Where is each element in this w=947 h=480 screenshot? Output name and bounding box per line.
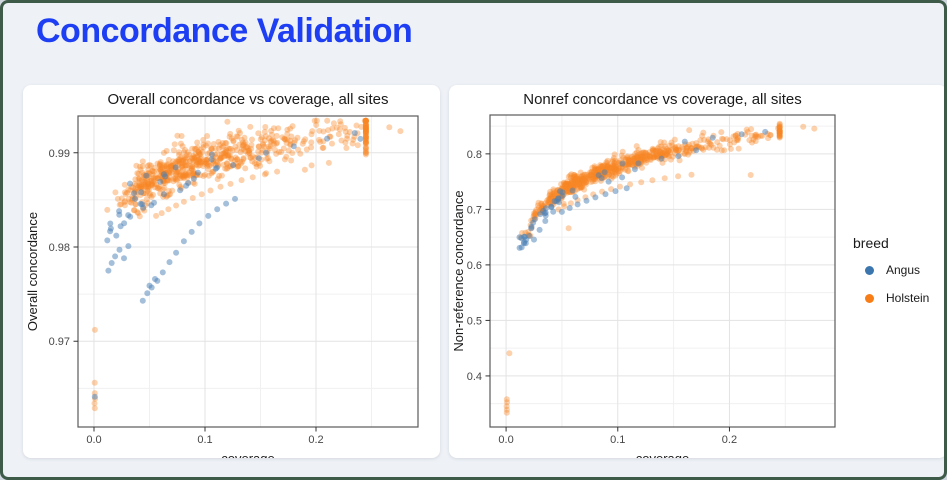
y-axis-label: Overall concordance	[25, 212, 40, 331]
minor-gridlines	[490, 115, 835, 427]
x-tick-label: 0.0	[86, 434, 101, 446]
y-tick-label: 0.97	[49, 336, 70, 348]
holstein-dot-icon	[865, 293, 874, 303]
nonref-concordance-chart: 0.0 0.1 0.2 0.4 0.5 0.6 0.7 0.8 Nonref concordan…	[449, 85, 944, 458]
x-tick-label: 0.0	[498, 434, 513, 446]
legend-item-holstein: Holstein	[851, 289, 943, 307]
y-tick-label: 0.98	[49, 242, 70, 254]
chart-svg: 0.0 0.1 0.2 0.97 0.98 0.99 Overall concordance…	[25, 91, 419, 458]
legend-item-label: Holstein	[886, 291, 930, 305]
y-tick-label: 0.8	[467, 149, 482, 161]
x-axis-label: coverage	[221, 451, 274, 458]
angus-dot-icon	[865, 265, 874, 275]
major-gridlines	[78, 116, 418, 427]
y-tick-label: 0.5	[467, 315, 482, 327]
page-title: Concordance Validation	[36, 12, 413, 50]
y-tick-label: 0.7	[467, 204, 482, 216]
chart-svg: 0.0 0.1 0.2 0.4 0.5 0.6 0.7 0.8 Nonref concordan…	[451, 91, 836, 458]
x-tick-label: 0.1	[610, 434, 625, 446]
legend-item-angus: Angus	[851, 261, 943, 279]
x-tick-label: 0.1	[197, 434, 212, 446]
legend-item-label: Angus	[886, 263, 921, 277]
angus-points-group	[91, 130, 364, 400]
holstein-points-group	[91, 117, 404, 412]
chart-title: Overall concordance vs coverage, all sit…	[108, 91, 389, 108]
nonref-concordance-card: 0.0 0.1 0.2 0.4 0.5 0.6 0.7 0.8 Nonref concordan…	[449, 85, 944, 458]
y-tick-label: 0.99	[49, 148, 70, 160]
chart-title: Nonref concordance vs coverage, all site…	[523, 91, 801, 108]
overall-concordance-chart: 0.0 0.1 0.2 0.97 0.98 0.99 Overall concordance…	[23, 85, 440, 458]
x-tick-label: 0.2	[308, 434, 323, 446]
angus-points-group	[516, 128, 769, 251]
x-axis-label: coverage	[636, 451, 689, 458]
breed-legend: breed Angus Holstein	[851, 235, 943, 307]
overall-concordance-card: 0.0 0.1 0.2 0.97 0.98 0.99 Overall concordance…	[23, 85, 440, 458]
major-gridlines	[490, 115, 835, 427]
y-axis-label: Non-reference concordance	[451, 190, 466, 351]
x-tick-label: 0.2	[722, 434, 737, 446]
legend-title: breed	[853, 235, 889, 251]
y-tick-label: 0.4	[467, 371, 482, 383]
y-tick-label: 0.6	[467, 260, 482, 272]
